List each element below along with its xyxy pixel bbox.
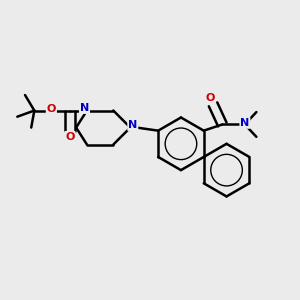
Text: O: O (47, 104, 56, 114)
Text: N: N (128, 120, 137, 130)
Text: O: O (65, 132, 75, 142)
Text: N: N (240, 118, 250, 128)
Text: N: N (80, 103, 89, 113)
Text: O: O (205, 93, 214, 103)
